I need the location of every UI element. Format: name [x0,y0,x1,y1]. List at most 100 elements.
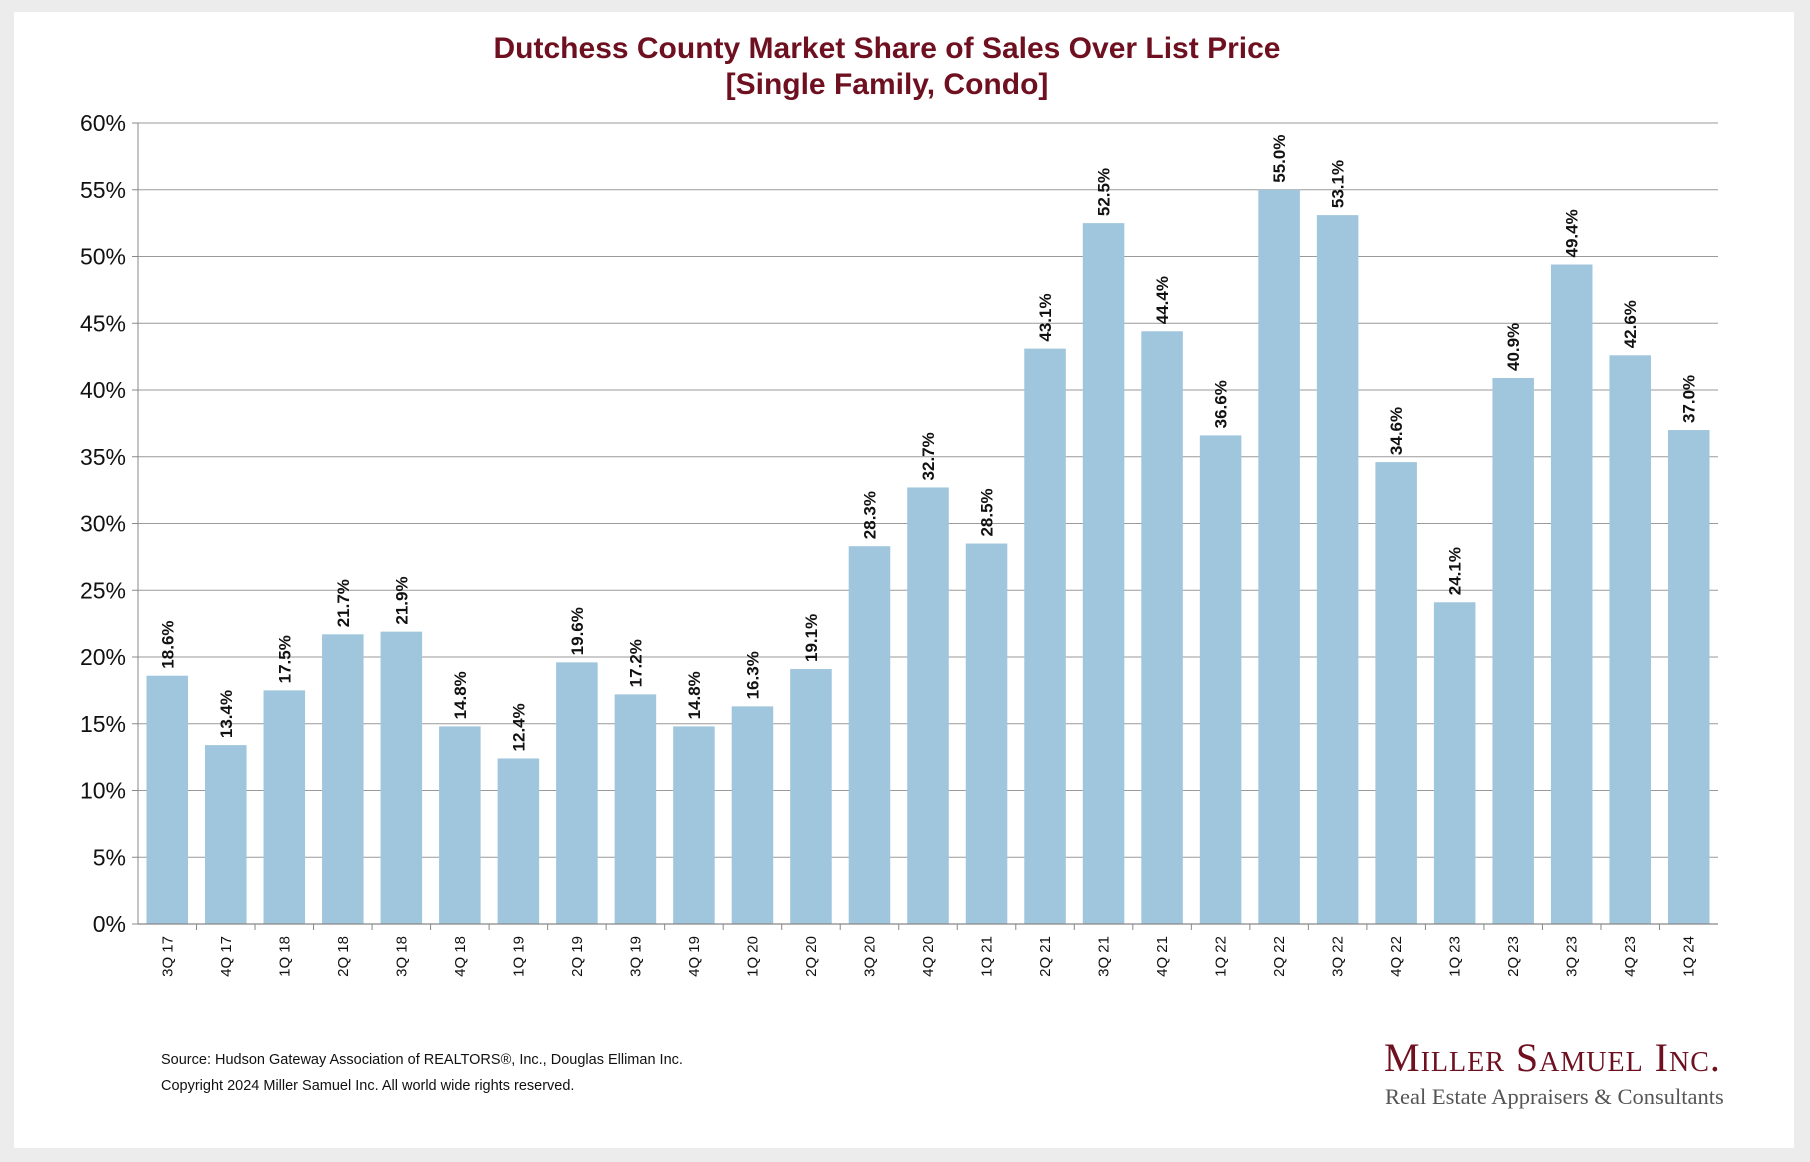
data-label: 32.7% [919,432,938,480]
x-tick-label: 2Q 20 [803,936,820,977]
data-label: 40.9% [1504,323,1523,371]
x-tick-label: 2Q 19 [569,936,586,977]
data-label: 17.2% [626,639,645,687]
bar [1550,264,1593,924]
x-tick-label: 3Q 21 [1096,936,1113,977]
bar [1199,435,1242,924]
x-tick-label: 4Q 21 [1154,936,1171,977]
y-tick-label: 10% [80,778,126,804]
data-label: 43.1% [1036,293,1055,341]
x-tick-label: 4Q 18 [452,936,469,977]
x-tick-label: 4Q 23 [1622,936,1639,977]
brand-logo-tagline: Real Estate Appraisers & Consultants [1385,1084,1724,1109]
bar [790,669,832,924]
data-label: 55.0% [1270,135,1289,183]
y-tick-label: 35% [80,444,126,470]
y-tick-label: 30% [80,511,126,537]
data-label: 44.4% [1153,276,1172,324]
bar [1082,223,1125,924]
chart-title: Dutchess County Market Share of Sales Ov… [494,32,1281,65]
data-label: 14.8% [685,671,704,719]
x-tick-label: 1Q 19 [510,936,527,977]
data-label: 16.3% [743,651,762,699]
data-label: 42.6% [1621,300,1640,348]
data-label: 13.4% [217,690,236,738]
data-label: 21.7% [334,579,353,627]
data-label: 17.5% [275,635,294,683]
brand-logo-name: Miller Samuel Inc. [1384,1035,1721,1080]
y-tick-label: 50% [80,244,126,270]
bar [1258,189,1300,924]
chart-subtitle: [Single Family, Condo] [726,68,1049,101]
source-note: Source: Hudson Gateway Association of RE… [161,1052,683,1068]
bar [848,546,891,924]
data-label: 34.6% [1387,407,1406,455]
bar [205,745,247,924]
y-tick-label: 20% [80,644,126,670]
bar [1375,462,1417,924]
bar [1492,377,1534,924]
y-tick-label: 25% [80,577,126,603]
x-tick-label: 1Q 23 [1447,936,1464,977]
x-tick-label: 4Q 19 [686,936,703,977]
bar [1316,215,1359,925]
copyright-note: Copyright 2024 Miller Samuel Inc. All wo… [161,1078,575,1094]
y-tick-label: 45% [80,310,126,336]
bar-series: 18.6% 13.4% 17.5% 21.7% 21.9% 14.8% 12.4% 19.6%… [146,135,1710,925]
data-label: 12.4% [509,703,528,751]
bar [965,543,1008,924]
bar [497,758,540,924]
y-tick-label: 0% [93,911,126,937]
bar [439,726,481,924]
bar [1024,348,1066,924]
data-label: 49.4% [1563,209,1582,257]
data-label: 21.9% [392,576,411,624]
x-tick-label: 2Q 22 [1271,936,1288,977]
data-label: 19.1% [802,614,821,662]
x-tick-label: 3Q 22 [1330,936,1347,977]
data-label: 14.8% [451,671,470,719]
data-label: 28.3% [860,491,879,539]
bar [1433,602,1476,924]
data-label: 36.6% [1212,380,1231,428]
bar [380,631,423,924]
x-tick-label: 1Q 24 [1681,936,1698,977]
data-label: 37.0% [1680,375,1699,423]
bar [146,675,189,924]
axes: 0% 5% 10% 15% 20% 25% 30% 35% 40% 45% 50% 55% 60% 3Q … [80,110,1718,977]
x-tick-label: 1Q 18 [276,936,293,977]
bar [1609,355,1651,924]
bar [907,487,949,924]
x-tick-label: 4Q 20 [920,936,937,977]
bar [1667,430,1710,924]
y-tick-label: 55% [80,177,126,203]
x-tick-label: 4Q 17 [218,936,235,977]
bar [556,662,598,924]
x-tick-label: 3Q 20 [861,936,878,977]
chart: Dutchess County Market Share of Sales Ov… [80,32,1718,977]
y-tick-label: 40% [80,377,126,403]
x-tick-label: 1Q 20 [744,936,761,977]
x-tick-label: 3Q 18 [393,936,410,977]
y-tick-label: 5% [93,844,126,870]
x-tick-label: 2Q 21 [1037,936,1054,977]
y-tick-label: 15% [80,711,126,737]
data-label: 52.5% [1095,168,1114,216]
bar [1141,331,1183,924]
x-tick-label: 3Q 19 [627,936,644,977]
x-tick-label: 4Q 22 [1388,936,1405,977]
data-label: 53.1% [1329,160,1348,208]
x-tick-label: 2Q 23 [1505,936,1522,977]
y-tick-label: 60% [80,110,126,136]
bar [263,690,306,924]
data-label: 28.5% [978,488,997,536]
x-tick-label: 1Q 21 [979,936,996,977]
bar [322,634,364,924]
x-tick-label: 3Q 17 [159,936,176,977]
x-tick-label: 3Q 23 [1564,936,1581,977]
data-label: 24.1% [1446,547,1465,595]
x-tick-label: 2Q 18 [335,936,352,977]
bar [673,726,715,924]
bar [614,694,657,924]
x-tick-label: 1Q 22 [1213,936,1230,977]
